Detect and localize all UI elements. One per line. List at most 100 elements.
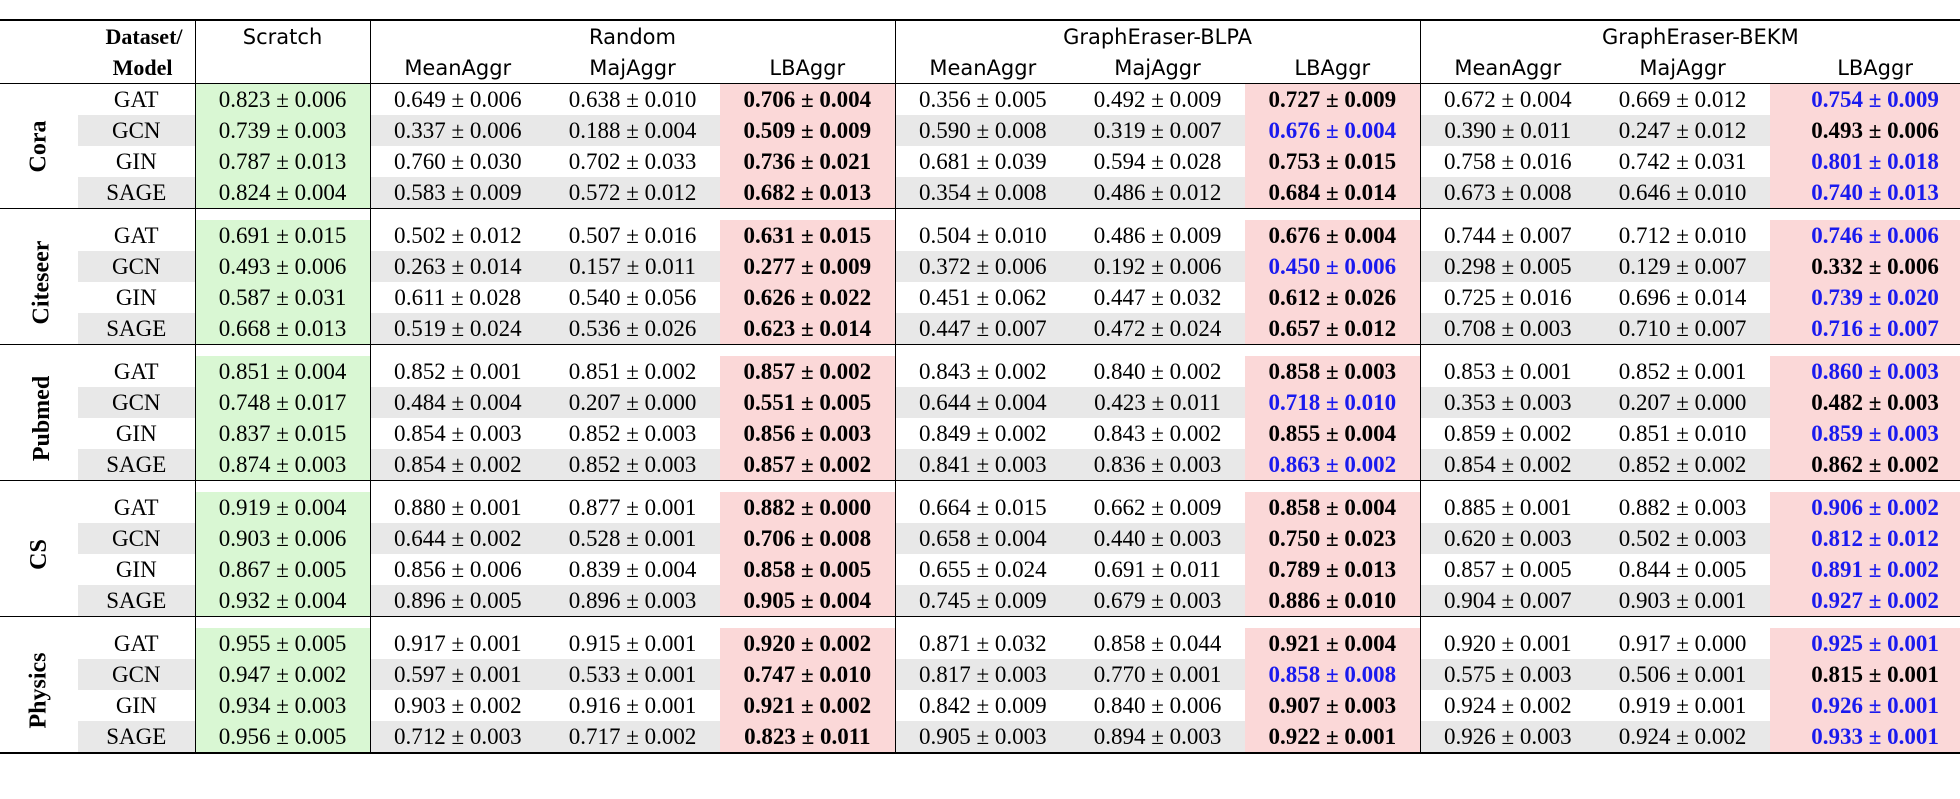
table-row: SAGE 0.668 ± 0.013 0.519 ± 0.024 0.536 ± 0.… (0, 313, 1960, 345)
lbaggr-value-cell: 0.920 ± 0.002 (720, 628, 896, 659)
lbaggr-value-cell: 0.925 ± 0.001 (1770, 628, 1960, 659)
table-row: SAGE 0.932 ± 0.004 0.896 ± 0.005 0.896 ± 0.… (0, 585, 1960, 617)
dataset-label-cell: Pubmed (0, 356, 78, 481)
majaggr-value-cell: 0.844 ± 0.005 (1618, 557, 1747, 582)
meanaggr-value-cell: 0.519 ± 0.024 (369, 313, 546, 345)
lbaggr-value-cell: 0.727 ± 0.009 (1245, 83, 1421, 115)
lbaggr-value-cell: 0.921 ± 0.004 (1245, 628, 1421, 659)
table-row: GIN 0.934 ± 0.003 0.903 ± 0.002 0.916 ± 0.0… (0, 690, 1960, 721)
lbaggr-value-cell: 0.859 ± 0.003 (1770, 418, 1960, 449)
table-row: GIN 0.867 ± 0.005 0.856 ± 0.006 0.839 ± 0.0… (0, 554, 1960, 585)
lbaggr-value-cell: 0.882 ± 0.000 (720, 492, 896, 523)
table-row: Pubmed GAT 0.851 ± 0.004 0.852 ± 0.001 0.851… (0, 356, 1960, 481)
subcol-header-blpa-majaggr: MajAggr (1114, 55, 1201, 80)
scratch-header: Scratch (194, 20, 371, 52)
model-name-cell: GIN (115, 421, 157, 446)
lbaggr-value-cell: 0.860 ± 0.003 (1770, 356, 1960, 387)
model-name-cell: GIN (115, 285, 157, 310)
meanaggr-value-cell: 0.620 ± 0.003 (1419, 523, 1596, 554)
model-name-cell: SAGE (78, 177, 196, 209)
model-name-cell: GCN (78, 523, 196, 554)
separator-cell (1595, 480, 1771, 492)
group-header-random: Random (369, 20, 896, 52)
lbaggr-value-cell: 0.812 ± 0.012 (1770, 523, 1960, 554)
majaggr-value-cell: 0.896 ± 0.003 (545, 585, 721, 617)
scratch-value-cell: 0.748 ± 0.017 (194, 387, 371, 418)
table-row: Physics GAT 0.955 ± 0.005 0.917 ± 0.001 0.91… (0, 628, 1960, 753)
dataset-model-header-line2: Model (112, 54, 173, 80)
model-name-cell: SAGE (78, 585, 196, 617)
results-table-body: Cora GAT 0.823 ± 0.006 0.649 ± 0.006 0.638 ±… (0, 83, 1960, 753)
separator-cell (369, 208, 546, 220)
meanaggr-value-cell: 0.885 ± 0.001 (1419, 492, 1596, 523)
meanaggr-value-cell: 0.644 ± 0.002 (369, 523, 546, 554)
separator-cell (194, 344, 371, 356)
separator-cell (720, 616, 896, 628)
subcol-header-bekm-majaggr: MajAggr (1639, 55, 1726, 80)
lbaggr-value-cell: 0.855 ± 0.004 (1245, 418, 1421, 449)
model-name-cell: GCN (78, 659, 196, 690)
separator-cell (1419, 616, 1596, 628)
dataset-label-cell: Citeseer (0, 220, 78, 345)
lbaggr-value-cell: 0.907 ± 0.003 (1245, 690, 1421, 721)
majaggr-value-cell: 0.836 ± 0.003 (1070, 449, 1246, 481)
scratch-value-cell: 0.787 ± 0.013 (194, 146, 371, 177)
majaggr-value-cell: 0.594 ± 0.028 (1093, 149, 1222, 174)
meanaggr-value-cell: 0.447 ± 0.007 (894, 313, 1071, 345)
majaggr-value-cell: 0.712 ± 0.010 (1618, 223, 1747, 248)
table-row: GCN 0.748 ± 0.017 0.484 ± 0.004 0.207 ± 0.0… (0, 387, 1960, 418)
lbaggr-value-cell: 0.926 ± 0.001 (1770, 690, 1960, 721)
separator-cell (369, 616, 546, 628)
meanaggr-value-cell: 0.896 ± 0.005 (369, 585, 546, 617)
lbaggr-value-cell: 0.277 ± 0.009 (720, 251, 896, 282)
meanaggr-value-cell: 0.590 ± 0.008 (894, 115, 1071, 146)
scratch-value-cell: 0.837 ± 0.015 (194, 418, 371, 449)
dataset-label-cell: Physics (0, 628, 78, 753)
majaggr-value-cell: 0.447 ± 0.032 (1093, 285, 1222, 310)
majaggr-value-cell: 0.710 ± 0.007 (1595, 313, 1771, 345)
majaggr-value-cell: 0.770 ± 0.001 (1070, 659, 1246, 690)
dataset-label-cell: CS (0, 492, 78, 617)
scratch-value-cell: 0.934 ± 0.003 (194, 690, 371, 721)
lbaggr-value-cell: 0.857 ± 0.002 (720, 449, 896, 481)
majaggr-value-cell: 0.207 ± 0.000 (1595, 387, 1771, 418)
majaggr-value-cell: 0.188 ± 0.004 (545, 115, 721, 146)
lbaggr-value-cell: 0.739 ± 0.020 (1770, 282, 1960, 313)
lbaggr-value-cell: 0.676 ± 0.004 (1245, 115, 1421, 146)
separator-cell (1770, 344, 1960, 356)
majaggr-value-cell: 0.696 ± 0.014 (1618, 285, 1747, 310)
meanaggr-value-cell: 0.745 ± 0.009 (894, 585, 1071, 617)
dataset-label-cell: Cora (0, 83, 78, 209)
lbaggr-value-cell: 0.754 ± 0.009 (1770, 83, 1960, 115)
separator-cell (1595, 616, 1771, 628)
separator-cell (78, 480, 196, 492)
lbaggr-value-cell: 0.450 ± 0.006 (1245, 251, 1421, 282)
meanaggr-value-cell: 0.337 ± 0.006 (369, 115, 546, 146)
meanaggr-value-cell: 0.857 ± 0.005 (1419, 554, 1596, 585)
model-name-cell: GAT (113, 87, 159, 112)
lbaggr-value-cell: 0.858 ± 0.004 (1245, 492, 1421, 523)
lbaggr-value-cell: 0.509 ± 0.009 (720, 115, 896, 146)
lbaggr-value-cell: 0.684 ± 0.014 (1245, 177, 1421, 209)
table-row: SAGE 0.874 ± 0.003 0.854 ± 0.002 0.852 ± 0.… (0, 449, 1960, 481)
meanaggr-value-cell: 0.298 ± 0.005 (1419, 251, 1596, 282)
meanaggr-value-cell: 0.843 ± 0.002 (894, 356, 1071, 387)
majaggr-value-cell: 0.536 ± 0.026 (545, 313, 721, 345)
meanaggr-value-cell: 0.841 ± 0.003 (894, 449, 1071, 481)
group-header-bekm: GraphEraser-BEKM (1419, 20, 1960, 52)
table-row: CS GAT 0.919 ± 0.004 0.880 ± 0.001 0.877 ± 0… (0, 492, 1960, 617)
majaggr-value-cell: 0.858 ± 0.044 (1093, 631, 1222, 656)
majaggr-value-cell: 0.882 ± 0.003 (1618, 495, 1747, 520)
meanaggr-value-cell: 0.854 ± 0.002 (1419, 449, 1596, 481)
meanaggr-value-cell: 0.353 ± 0.003 (1419, 387, 1596, 418)
majaggr-value-cell: 0.247 ± 0.012 (1595, 115, 1771, 146)
model-name-cell: GAT (113, 359, 159, 384)
header-row-groups: Dataset/ Scratch Random GraphEraser-BLPA… (0, 20, 1960, 52)
lbaggr-value-cell: 0.858 ± 0.008 (1245, 659, 1421, 690)
meanaggr-value-cell: 0.583 ± 0.009 (369, 177, 546, 209)
majaggr-value-cell: 0.840 ± 0.006 (1093, 693, 1222, 718)
separator-cell (369, 480, 546, 492)
majaggr-value-cell: 0.852 ± 0.003 (568, 421, 697, 446)
lbaggr-value-cell: 0.493 ± 0.006 (1770, 115, 1960, 146)
lbaggr-value-cell: 0.746 ± 0.006 (1770, 220, 1960, 251)
